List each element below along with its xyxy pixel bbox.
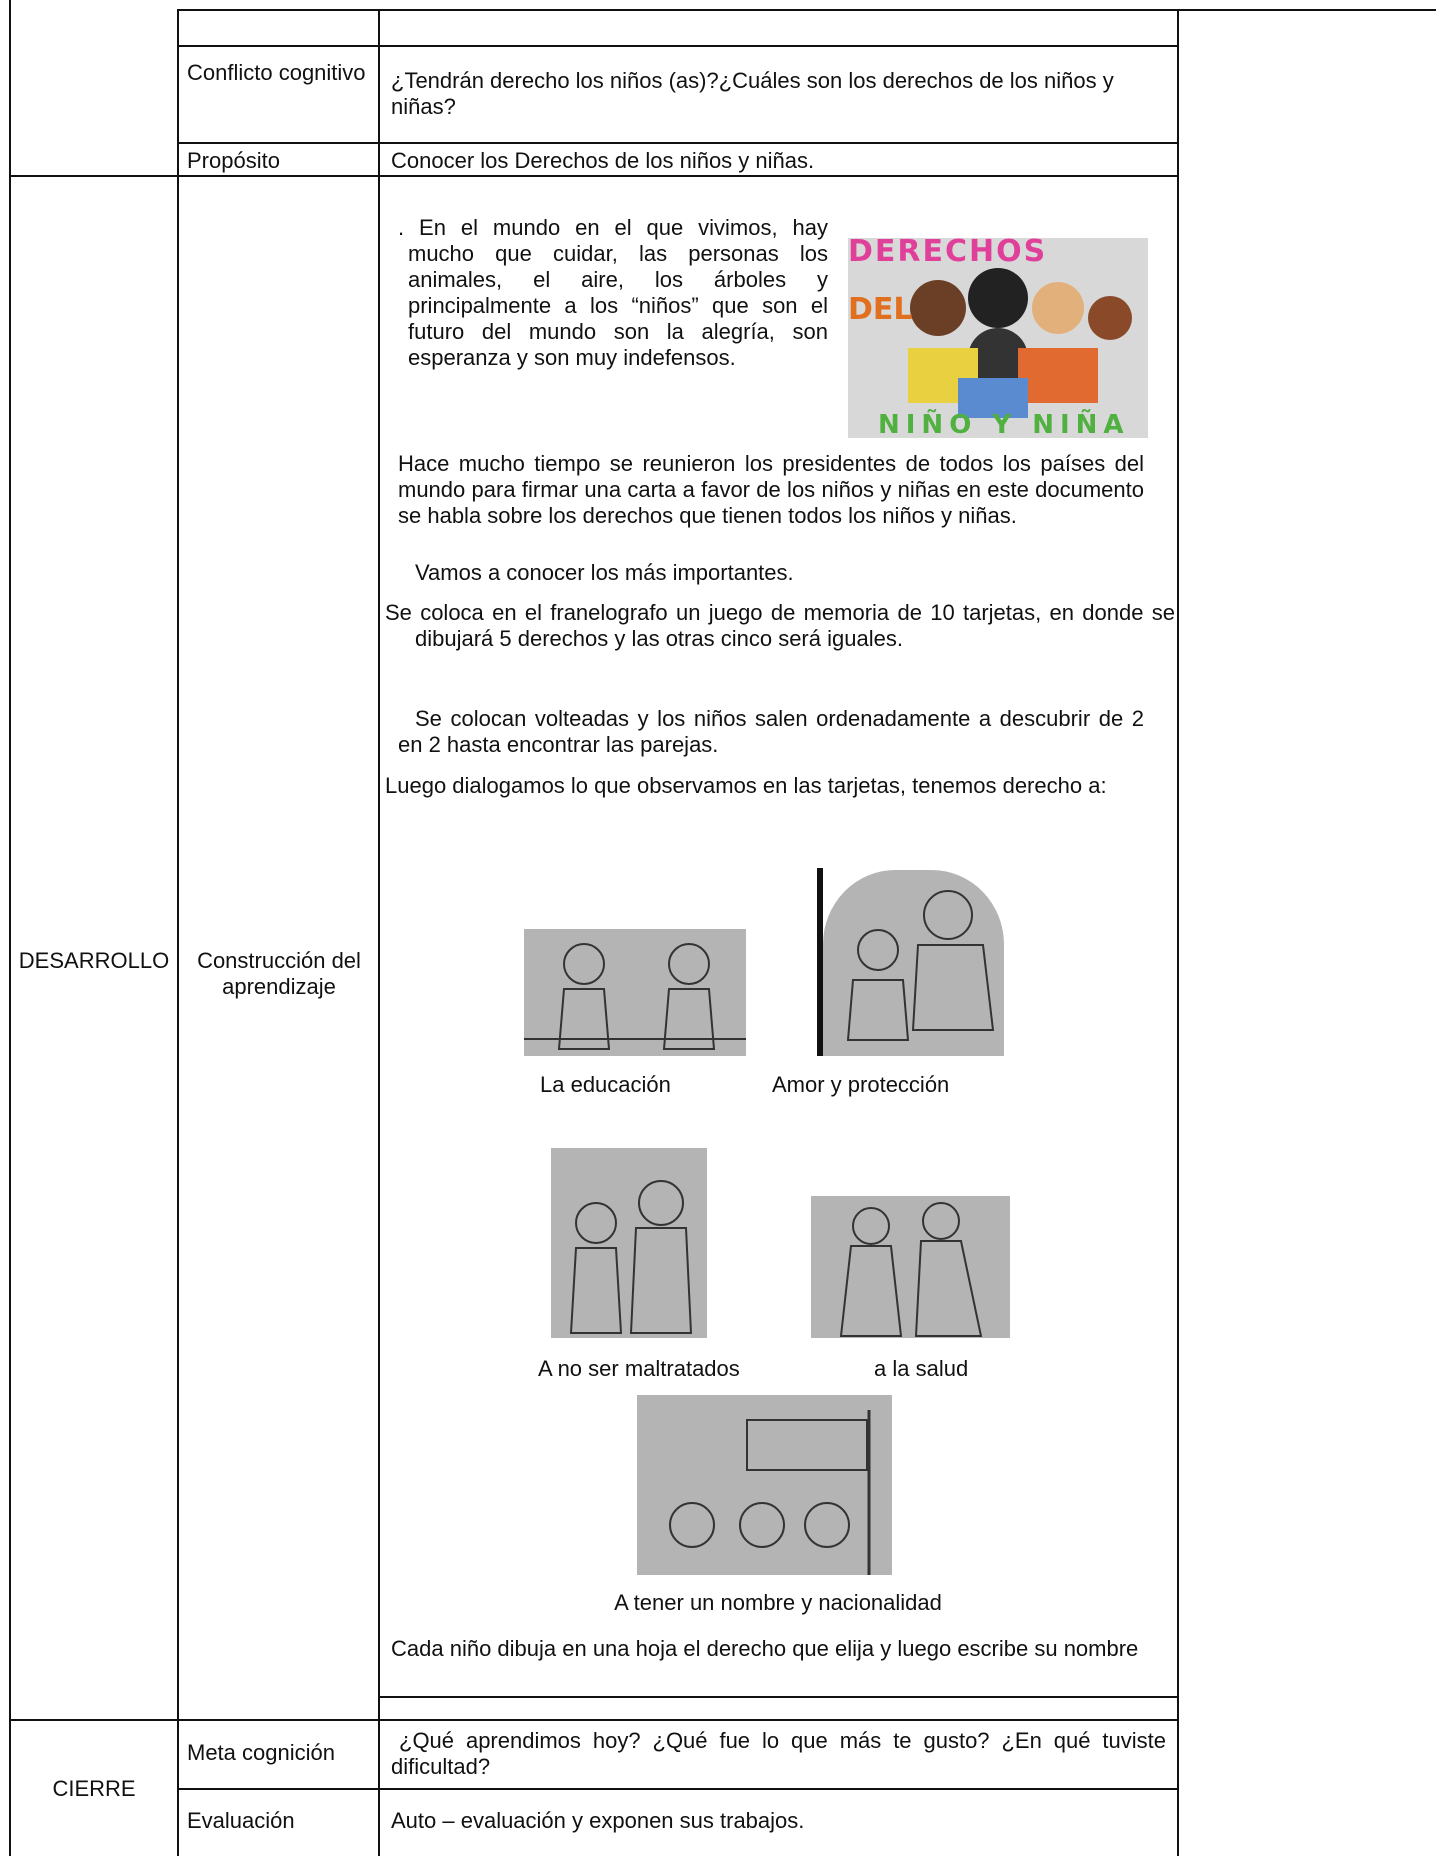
paragraph: Hace mucho tiempo se reunieron los presi… bbox=[398, 451, 1144, 528]
rule bbox=[177, 9, 179, 1856]
rule bbox=[378, 9, 380, 1856]
row-label: Evaluación bbox=[187, 1808, 295, 1833]
rule bbox=[378, 1696, 1179, 1698]
caption: A tener un nombre y nacionalidad bbox=[614, 1590, 942, 1615]
caption: a la salud bbox=[874, 1356, 969, 1381]
rule bbox=[1177, 9, 1179, 1856]
poster-image: DERECHOS DEL NIÑO Y NIÑA bbox=[848, 238, 1148, 438]
poster-title: DEL bbox=[848, 292, 913, 327]
poster-title: DERECHOS bbox=[848, 238, 1048, 269]
paragraph: Se colocan volteadas y los niños salen o… bbox=[398, 706, 1144, 757]
rule bbox=[177, 142, 1179, 144]
phase-label: CIERRE bbox=[52, 1776, 136, 1801]
row-content: ¿Qué aprendimos hoy? ¿Qué fue lo que más… bbox=[391, 1728, 1166, 1779]
caption: A no ser maltratados bbox=[538, 1356, 740, 1381]
illustration bbox=[823, 870, 1004, 1056]
phase-label: DESARROLLO bbox=[18, 948, 170, 973]
paragraph: Luego dialogamos lo que observamos en la… bbox=[385, 773, 1107, 798]
row-label: Meta cognición bbox=[187, 1740, 335, 1765]
rule bbox=[9, 0, 11, 1856]
poster-art bbox=[908, 268, 1132, 418]
rule bbox=[9, 175, 1179, 177]
row-content: Auto – evaluación y exponen sus trabajos… bbox=[391, 1808, 805, 1833]
rule bbox=[177, 1788, 1179, 1790]
row-label: Construcción del aprendizaje bbox=[197, 948, 361, 999]
row-content: Conocer los Derechos de los niños y niña… bbox=[391, 148, 815, 173]
illustration bbox=[551, 1148, 707, 1338]
paragraph: Cada niño dibuja en una hoja el derecho … bbox=[391, 1636, 1139, 1661]
rule bbox=[177, 9, 1436, 11]
rule bbox=[817, 868, 823, 1056]
rule bbox=[177, 45, 1179, 47]
paragraph: Se coloca en el franelografo un juego de… bbox=[385, 600, 1175, 651]
illustration bbox=[524, 929, 746, 1056]
row-label: Conflicto cognitivo bbox=[187, 60, 366, 85]
caption: Amor y protección bbox=[772, 1072, 950, 1097]
caption: La educación bbox=[540, 1072, 671, 1097]
row-label: Propósito bbox=[187, 148, 280, 173]
illustration bbox=[637, 1395, 892, 1575]
rule bbox=[9, 1719, 1179, 1721]
paragraph: . En el mundo en el que vivimos, hay muc… bbox=[398, 215, 828, 370]
poster-title: NIÑO Y NIÑA bbox=[878, 410, 1130, 438]
row-content: ¿Tendrán derecho los niños (as)?¿Cuáles … bbox=[391, 68, 1114, 119]
paragraph: Vamos a conocer los más importantes. bbox=[415, 560, 794, 585]
illustration bbox=[811, 1196, 1010, 1338]
